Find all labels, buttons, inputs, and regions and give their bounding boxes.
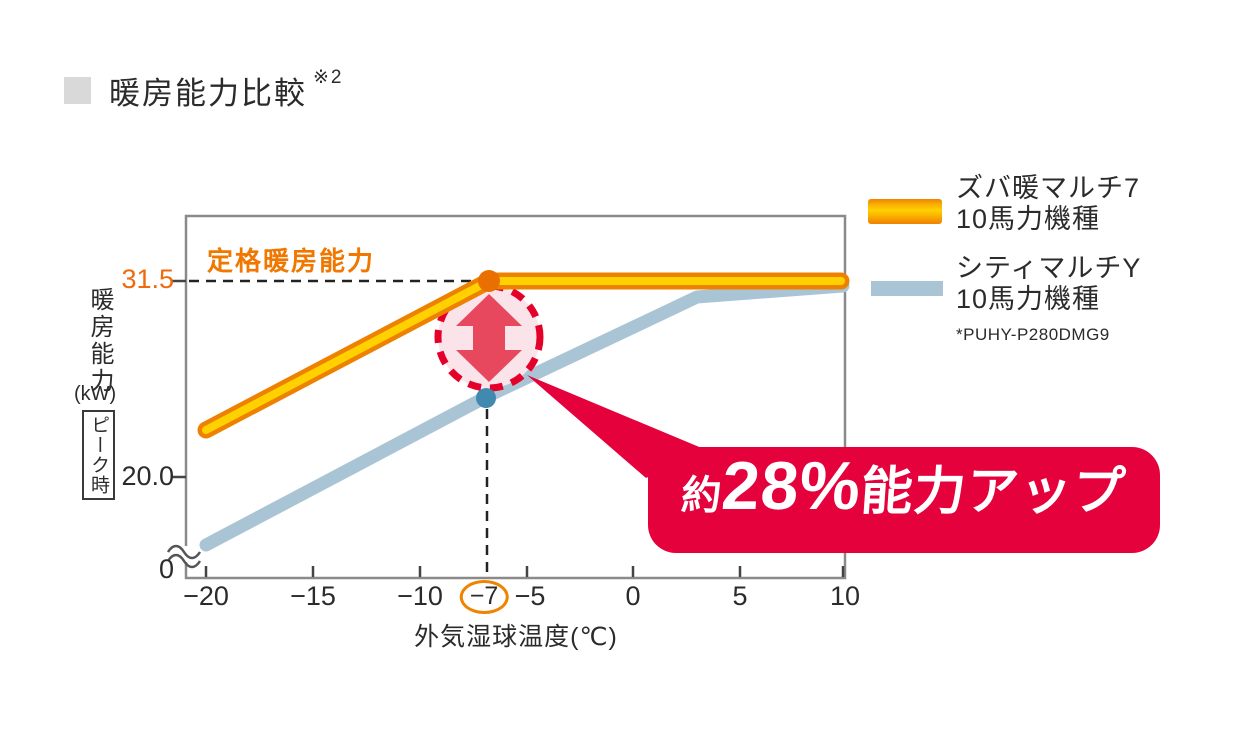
title-bullet-square — [64, 77, 91, 104]
y-axis-subtitle-peak: ピーク時 — [82, 410, 115, 500]
y-tick-label-20-0: 20.0 — [121, 461, 174, 491]
rated-capacity-label: 定格暖房能力 — [207, 246, 376, 276]
citymulti-point-dot — [476, 388, 496, 408]
capacity-up-badge: 約 28% 能力アップ — [648, 447, 1160, 553]
legend-citymulti-sub: 10馬力機種 — [956, 284, 1101, 314]
x-axis-title: 外気湿球温度(℃) — [414, 623, 618, 651]
zubadan-point-dot — [478, 270, 500, 292]
legend-citymulti: シティマルチY 10馬力機種 *PUHY-P280DMG9 — [956, 253, 1141, 350]
up-down-arrow-icon — [456, 294, 522, 382]
page-title-text: 暖房能力比較 — [109, 76, 307, 111]
citymulti-line — [199, 279, 850, 552]
x-tick-label-m20: −20 — [183, 581, 229, 611]
x-tick-label-10: 10 — [829, 581, 861, 611]
y-axis-break — [166, 544, 202, 569]
y-axis-title: 暖房能力 — [86, 287, 113, 395]
legend-citymulti-model-note: *PUHY-P280DMG9 — [956, 325, 1110, 344]
y-tick-label-0: 0 — [158, 554, 174, 584]
legend-swatch-citymulti — [871, 281, 943, 296]
page-title: 暖房能力比較 ※2 — [109, 67, 344, 113]
figure-header: 暖房能力比較 ※2 — [64, 67, 344, 113]
legend-zubadan-name: ズバ暖マルチ7 — [956, 173, 1141, 203]
legend-zubadan: ズバ暖マルチ7 10馬力機種 — [956, 173, 1140, 235]
y-tick-label-31-5: 31.5 — [121, 264, 174, 294]
badge-value: 28% — [719, 448, 864, 524]
x-ticks — [204, 566, 845, 577]
title-footnote: ※2 — [313, 67, 344, 88]
legend-citymulti-name: シティマルチY — [956, 253, 1142, 283]
x-tick-label-0: 0 — [625, 581, 641, 611]
y-axis-unit: (kW) — [74, 383, 117, 405]
badge-prefix: 約 — [679, 474, 723, 518]
badge-suffix: 能力アップ — [858, 463, 1128, 521]
x-tick-label-m7-circled: −7 — [459, 580, 509, 614]
legend-zubadan-sub: 10馬力機種 — [956, 204, 1101, 234]
x-tick-label-m10: −10 — [397, 581, 443, 611]
legend-swatch-zubadan — [868, 199, 942, 224]
x-tick-label-5: 5 — [732, 581, 748, 611]
x-tick-label-m5: −5 — [514, 581, 546, 611]
capacity-up-badge-text: 約 28% 能力アップ — [679, 447, 1129, 525]
x-tick-label-m15: −15 — [290, 581, 336, 611]
